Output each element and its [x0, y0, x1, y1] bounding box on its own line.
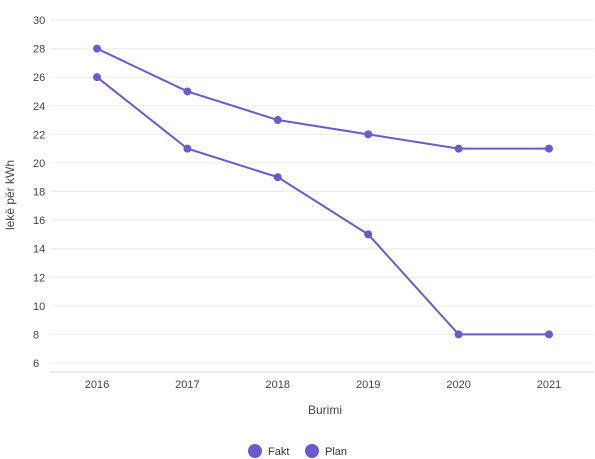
gridlines — [50, 19, 594, 373]
y-tick-label: 26 — [33, 72, 45, 84]
y-tick-label: 30 — [33, 15, 45, 27]
series-plan — [93, 73, 553, 339]
data-point — [454, 144, 463, 153]
legend-swatch — [305, 444, 319, 458]
legend-swatch — [248, 444, 262, 458]
y-tick-label: 8 — [33, 329, 39, 341]
y-tick-label: 24 — [33, 101, 45, 113]
y-tick-label: 12 — [33, 272, 45, 284]
y-tick-label: 22 — [33, 129, 45, 141]
x-axis-title: Burimi — [308, 403, 342, 417]
y-axis-title: lekë për kWh — [3, 160, 17, 230]
data-point — [93, 73, 101, 82]
y-tick-label: 20 — [33, 158, 45, 170]
y-axis-ticks: 6 8 10 12 14 16 18 20 22 24 26 28 30 — [33, 15, 45, 370]
x-tick-label: 2019 — [356, 379, 380, 391]
series-line — [96, 76, 549, 336]
x-tick-label: 2018 — [266, 379, 290, 391]
data-point — [183, 87, 192, 96]
y-tick-label: 28 — [33, 44, 45, 56]
data-point — [273, 116, 282, 125]
data-point — [273, 173, 282, 182]
y-tick-label: 16 — [33, 215, 45, 227]
x-axis-ticks: 2016 2017 2018 2019 2020 2021 — [85, 379, 561, 391]
series-layer — [93, 44, 553, 339]
legend-label: Plan — [325, 446, 347, 458]
data-point — [364, 230, 373, 239]
data-point — [545, 330, 553, 339]
y-tick-label: 18 — [33, 187, 45, 199]
data-point — [545, 144, 553, 153]
x-tick-label: 2016 — [85, 379, 109, 391]
x-tick-label: 2021 — [537, 379, 561, 391]
legend: Fakt Plan — [248, 444, 347, 458]
legend-label: Fakt — [268, 446, 289, 458]
series-fakt — [93, 44, 553, 153]
y-tick-label: 14 — [33, 244, 45, 256]
data-point — [183, 144, 192, 153]
data-point — [454, 330, 463, 339]
y-tick-label: 10 — [33, 301, 45, 313]
y-tick-label: 6 — [33, 358, 39, 370]
data-point — [364, 130, 373, 139]
data-point — [93, 44, 101, 53]
series-line — [96, 47, 549, 150]
x-tick-label: 2020 — [446, 379, 470, 391]
x-tick-label: 2017 — [175, 379, 199, 391]
